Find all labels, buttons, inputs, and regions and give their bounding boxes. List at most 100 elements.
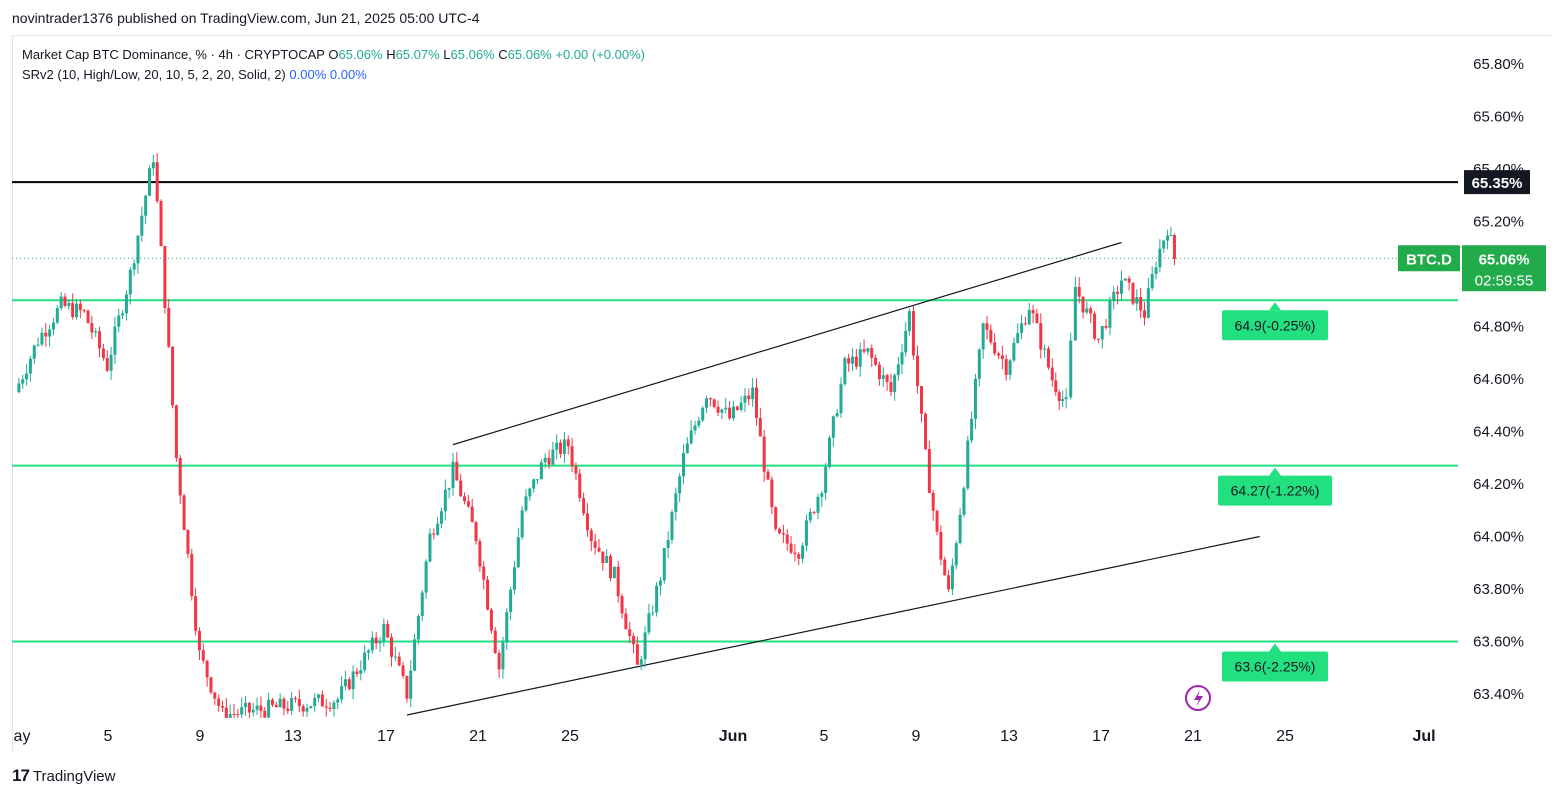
candle: [843, 356, 847, 387]
candle: [509, 587, 513, 621]
candle: [524, 489, 528, 513]
candle: [1012, 337, 1016, 363]
candle: [113, 316, 117, 364]
candle: [136, 234, 140, 274]
candle: [370, 631, 374, 654]
plot-area: [12, 153, 1458, 718]
candle: [693, 420, 697, 435]
candle: [789, 535, 793, 555]
candle: [528, 487, 532, 502]
candle: [781, 524, 785, 543]
candle: [236, 708, 240, 718]
candle: [824, 462, 828, 501]
candle: [474, 520, 478, 545]
candle: [662, 547, 666, 584]
candle: [947, 570, 951, 592]
candle: [766, 468, 770, 481]
candle: [1089, 305, 1093, 324]
candle: [1050, 358, 1054, 387]
candle: [340, 676, 344, 704]
candle: [839, 377, 843, 418]
candle: [78, 299, 82, 319]
candle: [482, 560, 486, 590]
candle: [793, 544, 797, 562]
candle: [1100, 325, 1104, 349]
candle: [213, 692, 217, 705]
published-line: novintrader1376 published on TradingView…: [12, 10, 480, 26]
candle: [174, 404, 178, 462]
candle: [601, 551, 605, 571]
candle: [117, 308, 121, 333]
candle: [1096, 338, 1100, 344]
candle: [44, 322, 48, 347]
indicator-value-1: 0.00%: [289, 67, 327, 82]
candle: [1004, 354, 1008, 381]
candle: [1000, 346, 1004, 370]
candle: [1119, 270, 1123, 300]
candle: [1016, 323, 1020, 344]
candle: [893, 373, 897, 401]
candle: [363, 645, 367, 673]
level-label-text: 63.6(-2.25%): [1235, 659, 1316, 675]
candle: [17, 377, 21, 394]
candle: [121, 309, 125, 320]
time-tick-label: 13: [1000, 728, 1018, 745]
candle: [762, 429, 766, 482]
candle: [643, 626, 647, 668]
candle: [144, 194, 148, 225]
candle: [94, 327, 98, 338]
candle: [658, 577, 662, 596]
candle: [911, 305, 915, 360]
candle: [1172, 233, 1176, 266]
candle: [801, 542, 805, 564]
candle: [1023, 316, 1027, 326]
candle: [689, 420, 693, 445]
candle: [397, 651, 401, 667]
candle: [413, 633, 417, 672]
candle: [919, 385, 923, 423]
candle: [862, 339, 866, 354]
candle: [493, 627, 497, 655]
candle: [724, 397, 728, 414]
candle: [128, 266, 132, 305]
candle: [489, 608, 493, 634]
candle: [21, 374, 25, 389]
level-label: 63.6(-2.25%): [1222, 643, 1328, 682]
candle: [539, 459, 543, 480]
candle: [958, 508, 962, 545]
candle: [182, 493, 186, 531]
level-label: 64.9(-0.25%): [1222, 302, 1328, 341]
candle: [63, 293, 67, 308]
candle: [424, 559, 428, 599]
candle: [708, 397, 712, 407]
candle: [317, 693, 321, 703]
candle: [36, 337, 40, 348]
candle: [993, 333, 997, 356]
time-tick-label: 5: [820, 728, 829, 745]
candle: [697, 416, 701, 429]
candle: [566, 435, 570, 455]
candle: [635, 636, 639, 665]
ohlc-values: O65.06% H65.07% L65.06% C65.06% +0.00 (+…: [328, 47, 645, 62]
footer-branding[interactable]: 17 TradingView: [12, 766, 115, 786]
candle: [1020, 314, 1024, 340]
candle: [1112, 286, 1116, 310]
candle: [939, 525, 943, 566]
candle: [1046, 346, 1050, 370]
candle: [1035, 308, 1039, 324]
candle: [536, 479, 540, 485]
candle: [1093, 311, 1097, 341]
candle: [924, 411, 928, 451]
candle: [32, 344, 36, 364]
candle: [1031, 304, 1035, 324]
candle: [48, 324, 52, 347]
candle: [931, 489, 935, 521]
tradingview-logo-text: TradingView: [32, 767, 116, 785]
symbol-row[interactable]: Market Cap BTC Dominance, % · 4h · CRYPT…: [22, 45, 645, 65]
candle: [67, 299, 71, 310]
indicator-row[interactable]: SRv2 (10, High/Low, 20, 10, 5, 2, 20, So…: [22, 65, 645, 85]
candle: [293, 696, 297, 703]
candle: [812, 510, 816, 515]
time-tick-label: 25: [1276, 728, 1294, 745]
